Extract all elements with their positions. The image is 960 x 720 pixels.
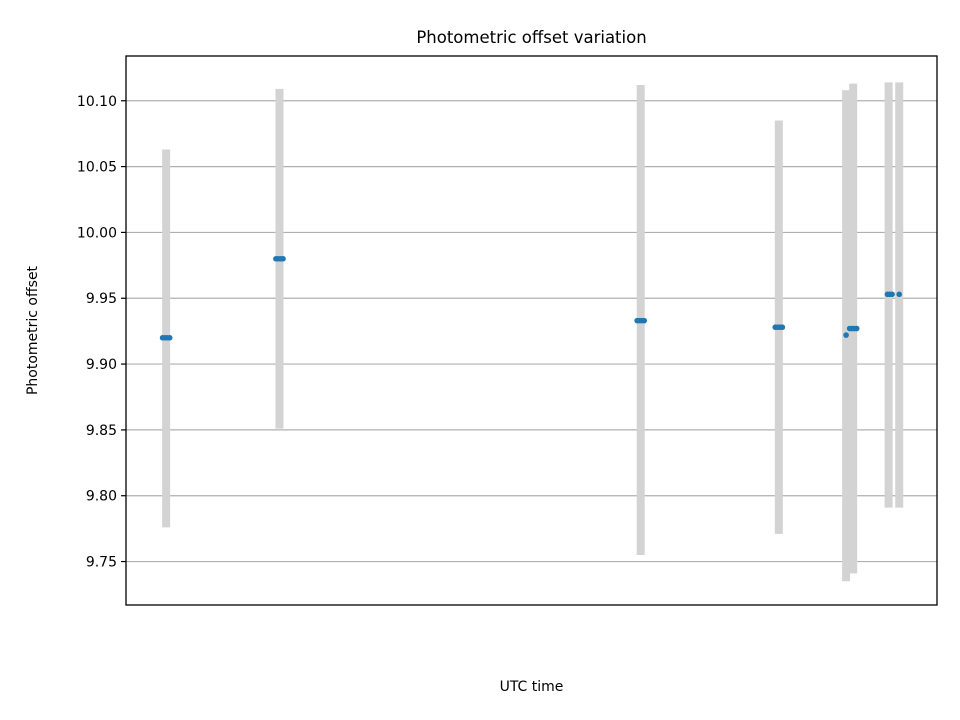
data-point bbox=[896, 291, 903, 298]
y-tick-label: 10.05 bbox=[77, 160, 117, 176]
y-tick-label: 9.95 bbox=[86, 291, 117, 307]
plot-area-frame bbox=[125, 55, 938, 606]
data-point bbox=[280, 255, 286, 262]
data-point bbox=[853, 325, 860, 332]
chart-title: Photometric offset variation bbox=[416, 28, 646, 47]
y-tick-label: 9.75 bbox=[86, 555, 117, 571]
data-point bbox=[166, 334, 173, 341]
axis-ticks: 19:1019:2019:3019:4019:5020:009.759.809.… bbox=[77, 94, 126, 571]
y-tick-label: 10.10 bbox=[77, 94, 117, 110]
data-point bbox=[779, 324, 786, 331]
y-tick-label: 10.00 bbox=[77, 225, 117, 241]
y-tick-label: 9.85 bbox=[86, 423, 117, 439]
x-axis-label: UTC time bbox=[500, 679, 564, 695]
y-tick-label: 9.90 bbox=[86, 357, 117, 373]
grid bbox=[126, 100, 937, 563]
data-point bbox=[641, 317, 648, 324]
data-point bbox=[889, 291, 895, 298]
y-axis-label: Photometric offset bbox=[25, 265, 41, 395]
offset-points bbox=[159, 255, 903, 341]
data-point bbox=[843, 332, 849, 338]
y-tick-label: 9.80 bbox=[86, 489, 117, 505]
